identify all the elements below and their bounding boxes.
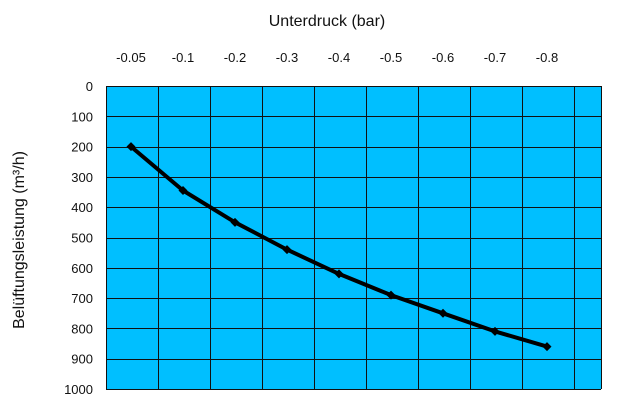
y-tick-label: 900 — [71, 352, 93, 367]
x-tick-label: -0.4 — [328, 50, 350, 65]
data-point-marker — [386, 290, 396, 300]
y-tick-label: 200 — [71, 140, 93, 155]
y-tick-label: 1000 — [64, 382, 93, 394]
y-tick-label: 300 — [71, 170, 93, 185]
x-tick-label: -0.2 — [224, 50, 246, 65]
y-tick-label: 0 — [86, 79, 93, 94]
x-tick-label: -0.7 — [484, 50, 506, 65]
data-point-marker — [334, 269, 344, 279]
x-tick-label: -0.3 — [276, 50, 298, 65]
data-point-marker — [490, 326, 500, 336]
data-point-marker — [282, 245, 292, 255]
data-point-marker — [438, 308, 448, 318]
y-tick-labels: 0 100 200 300 400 500 600 700 800 900 1000 — [64, 79, 93, 394]
x-tick-label: -0.1 — [172, 50, 194, 65]
x-tick-label: -0.8 — [536, 50, 558, 65]
y-tick-label: 700 — [71, 291, 93, 306]
y-tick-label: 100 — [71, 109, 93, 124]
data-point-marker — [126, 142, 136, 152]
x-axis-title: Unterdruck (bar) — [269, 13, 385, 30]
x-tick-labels: -0.05 -0.1 -0.2 -0.3 -0.4 -0.5 -0.6 -0.7 -0.8 — [116, 50, 558, 65]
grid — [106, 86, 602, 390]
data-point-marker — [542, 342, 552, 352]
x-tick-label: -0.05 — [116, 50, 146, 65]
y-tick-label: 800 — [71, 321, 93, 336]
x-tick-label: -0.5 — [380, 50, 402, 65]
y-tick-label: 600 — [71, 261, 93, 276]
data-point-marker — [178, 186, 188, 196]
y-tick-label: 500 — [71, 231, 93, 246]
data-point-marker — [230, 217, 240, 227]
y-axis-title: Belüftungsleistung (m³/h) — [11, 151, 28, 329]
plot-area — [106, 86, 601, 389]
series-markers — [126, 142, 552, 352]
x-tick-label: -0.6 — [432, 50, 454, 65]
y-tick-label: 400 — [71, 200, 93, 215]
